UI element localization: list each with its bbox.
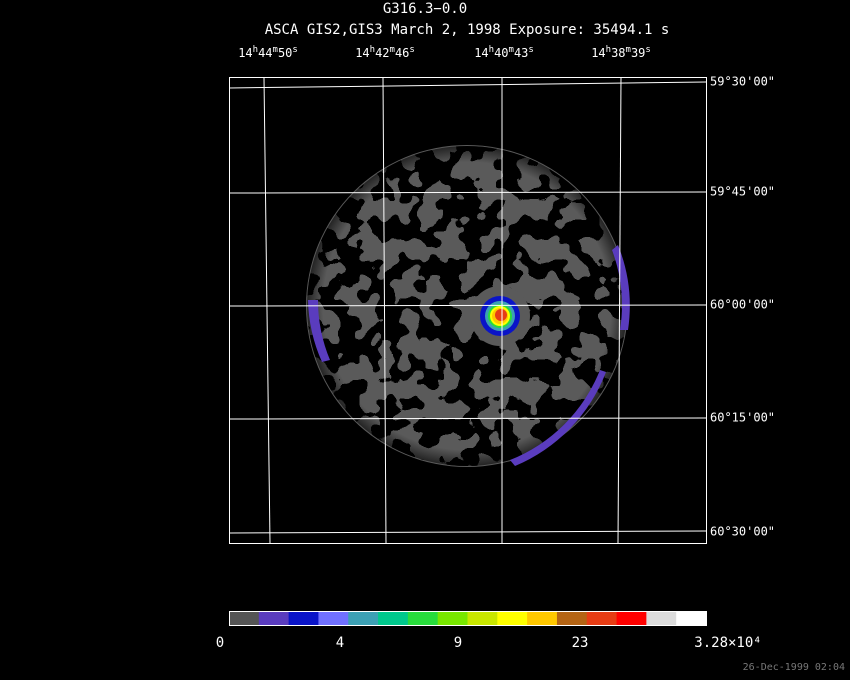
- ra-unit: s: [528, 45, 533, 55]
- dec-label: 60°30'00": [710, 525, 775, 539]
- colorbar-swatch: [229, 611, 260, 625]
- colorbar-label: 3.28×10⁴: [694, 635, 761, 651]
- ra-value: 42: [375, 46, 389, 60]
- colorbar-swatch: [497, 611, 528, 625]
- colorbar-swatch: [646, 611, 677, 625]
- ra-value: 40: [494, 46, 508, 60]
- colorbar-swatch: [258, 611, 290, 625]
- colorbar-label: 9: [454, 635, 462, 651]
- ra-value: 14: [238, 46, 252, 60]
- ra-label: 14h44m50s: [238, 45, 298, 60]
- ra-unit: h: [370, 45, 375, 55]
- colorbar-label: 4: [336, 635, 344, 651]
- colorbar-swatch: [467, 611, 498, 625]
- ra-unit: m: [509, 45, 514, 55]
- dec-label: 60°15'00": [710, 411, 775, 425]
- dec-label: 60°00'00": [710, 298, 775, 312]
- dec-label: 59°45'00": [710, 185, 775, 199]
- colorbar-swatch: [318, 611, 349, 625]
- ra-label: 14h38m39s: [591, 45, 651, 60]
- colorbar-swatch: [378, 611, 409, 625]
- colorbar-frame: [229, 611, 707, 626]
- colorbar-swatch: [288, 611, 319, 625]
- ra-value: 14: [355, 46, 369, 60]
- colorbar-label: 23: [572, 635, 589, 651]
- ra-value: 14: [474, 46, 488, 60]
- ra-unit: m: [626, 45, 631, 55]
- colorbar-swatch: [437, 611, 468, 625]
- title: G316.3−0.0: [383, 1, 467, 17]
- colorbar-swatch: [527, 611, 558, 625]
- xray-image: [306, 145, 630, 467]
- subtitle: ASCA GIS2,GIS3 March 2, 1998 Exposure: 3…: [265, 22, 670, 38]
- ra-value: 38: [611, 46, 625, 60]
- dec-label: 59°30'00": [710, 75, 775, 89]
- colorbar-swatch: [348, 611, 379, 625]
- ra-unit: h: [489, 45, 494, 55]
- ra-unit: h: [606, 45, 611, 55]
- colorbar-swatch: [556, 611, 588, 625]
- ra-value: 14: [591, 46, 605, 60]
- ra-value: 39: [631, 46, 645, 60]
- colorbar-swatch: [616, 611, 647, 625]
- ra-label: 14h40m43s: [474, 45, 534, 60]
- colorbar-label: 0: [216, 635, 224, 651]
- ra-unit: s: [292, 45, 297, 55]
- ra-value: 46: [395, 46, 409, 60]
- ra-value: 44: [258, 46, 272, 60]
- colorbar-swatch: [676, 611, 707, 625]
- timestamp: 26-Dec-1999 02:04: [743, 662, 845, 673]
- colorbar-swatch: [586, 611, 618, 625]
- ra-unit: s: [645, 45, 650, 55]
- coordinate-grid: [228, 77, 707, 544]
- ra-value: 50: [278, 46, 292, 60]
- ra-unit: h: [253, 45, 258, 55]
- colorbar-swatch: [407, 611, 439, 625]
- ra-unit: m: [390, 45, 395, 55]
- ra-value: 43: [514, 46, 528, 60]
- ra-unit: m: [273, 45, 278, 55]
- ra-unit: s: [409, 45, 414, 55]
- ra-label: 14h42m46s: [355, 45, 415, 60]
